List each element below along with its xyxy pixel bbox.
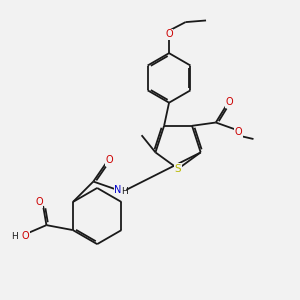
Text: O: O xyxy=(22,231,29,241)
Text: O: O xyxy=(35,197,43,207)
Text: H: H xyxy=(11,232,18,241)
Text: S: S xyxy=(175,164,181,174)
Text: H: H xyxy=(121,187,128,196)
Text: O: O xyxy=(105,155,113,165)
Text: O: O xyxy=(235,128,242,137)
Text: N: N xyxy=(114,185,122,195)
Text: O: O xyxy=(226,97,233,107)
Text: O: O xyxy=(165,29,173,39)
